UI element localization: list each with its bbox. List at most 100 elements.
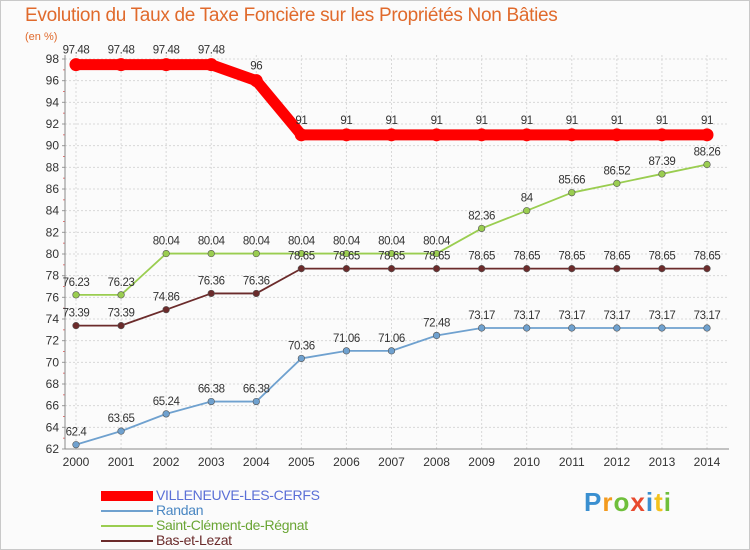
- data-label: 78.65: [468, 251, 495, 263]
- y-tick-label: 88: [46, 160, 60, 174]
- x-tick-label: 2000: [63, 455, 90, 469]
- data-point: [432, 331, 441, 340]
- data-point: [523, 265, 531, 273]
- data-label: 80.04: [423, 236, 451, 248]
- data-point: [703, 265, 711, 273]
- data-point: [207, 249, 215, 258]
- data-label: 73.39: [63, 308, 90, 320]
- data-point: [297, 249, 305, 258]
- x-tick-label: 2007: [378, 455, 405, 469]
- data-point: [658, 170, 666, 178]
- data-label: 91: [521, 115, 533, 127]
- data-point: [252, 249, 260, 258]
- data-label: 80.04: [288, 236, 316, 248]
- y-tick-label: 84: [46, 204, 60, 218]
- data-point: [249, 74, 263, 88]
- data-point: [700, 128, 714, 142]
- y-tick-label: 74: [46, 312, 60, 326]
- logo-letter: r: [602, 487, 614, 517]
- chart-title: Evolution du Taux de Taxe Foncière sur l…: [25, 5, 558, 26]
- data-label: 80.04: [378, 236, 406, 248]
- data-label: 74.86: [153, 292, 180, 304]
- data-point: [117, 427, 125, 435]
- y-tick-label: 66: [46, 399, 60, 413]
- data-label: 96: [250, 61, 262, 73]
- data-point: [430, 128, 444, 142]
- logo-letter: i: [645, 487, 655, 517]
- legend-swatch: [101, 525, 153, 527]
- x-tick-label: 2005: [288, 455, 315, 469]
- data-label: 97.48: [153, 45, 180, 57]
- data-point: [114, 58, 128, 72]
- data-point: [69, 58, 83, 72]
- x-tick-label: 2014: [694, 455, 721, 469]
- data-label: 78.65: [378, 251, 405, 263]
- data-point: [72, 322, 80, 330]
- data-point: [523, 324, 531, 332]
- data-label: 73.17: [468, 310, 495, 322]
- data-label: 71.06: [378, 333, 405, 345]
- data-point: [387, 347, 396, 355]
- data-point: [297, 265, 305, 273]
- data-label: 78.65: [513, 251, 540, 263]
- y-tick-label: 92: [46, 117, 60, 131]
- data-label: 73.17: [603, 310, 630, 322]
- data-point: [613, 324, 621, 332]
- data-labels: 97.48 97.48 97.48 97.48 96 91 91 91 91 91 91 91 91 91…: [63, 45, 721, 439]
- data-label: 76.36: [198, 275, 225, 287]
- data-label: 78.65: [694, 251, 721, 263]
- data-point: [342, 265, 351, 273]
- data-label: 91: [701, 115, 713, 127]
- data-label: 73.17: [558, 310, 585, 322]
- data-label: 73.17: [694, 310, 721, 322]
- data-point: [252, 289, 260, 298]
- data-point: [478, 265, 486, 273]
- data-point: [207, 397, 215, 406]
- data-point: [658, 265, 666, 273]
- data-point: [72, 291, 80, 299]
- data-label: 91: [340, 115, 352, 127]
- data-label: 62.4: [66, 427, 88, 439]
- y-tick-label: 78: [46, 269, 60, 283]
- data-label: 91: [295, 115, 307, 127]
- data-point: [159, 58, 173, 72]
- data-point: [385, 128, 398, 142]
- y-tick-label: 64: [46, 420, 60, 434]
- legend-swatch: [101, 510, 153, 512]
- data-point: [162, 249, 170, 258]
- data-label: 76.23: [63, 277, 90, 289]
- x-tick-label: 2010: [513, 455, 540, 469]
- data-label: 70.36: [288, 340, 315, 352]
- data-point: [475, 128, 489, 142]
- data-label: 91: [476, 115, 488, 127]
- data-label: 73.17: [649, 310, 676, 322]
- y-axis-unit-label: (en %): [25, 31, 58, 43]
- data-label: 80.04: [333, 236, 361, 248]
- y-tick-label: 90: [46, 139, 60, 153]
- data-label: 85.66: [558, 175, 585, 187]
- data-label: 73.39: [108, 308, 135, 320]
- y-tick-label: 76: [46, 290, 60, 304]
- data-point: [478, 324, 486, 332]
- x-tick-label: 2004: [243, 455, 270, 469]
- y-tick-label: 94: [46, 95, 60, 109]
- data-point: [117, 291, 125, 299]
- legend-label: Bas-et-Lezat: [156, 532, 232, 548]
- logo-letter: i: [663, 487, 672, 517]
- data-point: [568, 265, 576, 273]
- x-tick-label: 2013: [649, 455, 676, 469]
- y-tick-label: 96: [46, 74, 60, 88]
- y-tick-label: 98: [46, 52, 60, 66]
- y-tick-label: 82: [46, 225, 60, 239]
- data-label: 91: [656, 115, 668, 127]
- x-tick-label: 2012: [604, 455, 631, 469]
- y-tick-label: 80: [46, 247, 60, 261]
- x-tick-label: 2003: [198, 455, 225, 469]
- data-point: [162, 306, 170, 314]
- data-point: [387, 265, 396, 273]
- data-point: [72, 441, 80, 449]
- data-label: 72.48: [423, 317, 450, 329]
- y-tick-label: 72: [46, 334, 60, 348]
- data-point: [655, 128, 669, 142]
